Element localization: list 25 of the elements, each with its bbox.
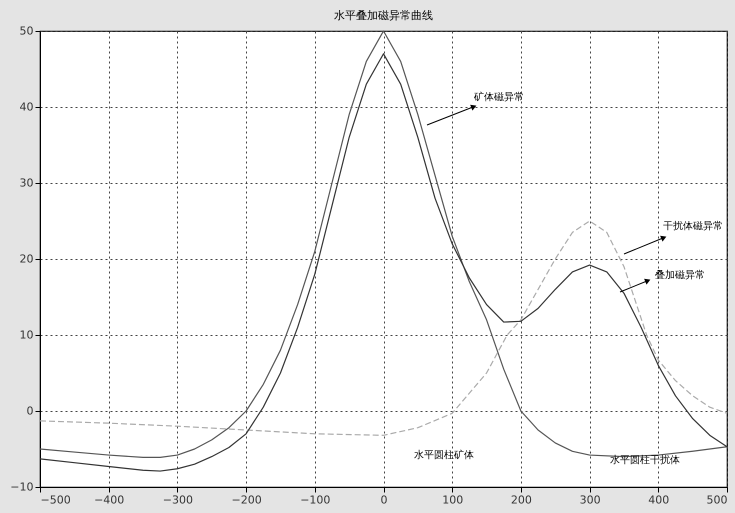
annotation: 干扰体磁异常 xyxy=(663,220,723,232)
annotation: 水平圆柱干扰体 xyxy=(610,454,680,466)
y-tick-label: 10 xyxy=(20,328,34,342)
x-tick-label: 400 xyxy=(648,494,670,506)
y-tick-label: 50 xyxy=(20,24,34,38)
y-tick-label: 20 xyxy=(20,252,34,266)
y-tick-label: 30 xyxy=(20,176,34,190)
annotation: 水平圆柱矿体 xyxy=(414,449,474,461)
x-tick-label: −100 xyxy=(300,494,330,506)
annotation: 叠加磁异常 xyxy=(655,269,705,281)
y-tick-label: 0 xyxy=(26,404,34,418)
y-tick-label: −10 xyxy=(10,480,34,494)
x-tick-label: 500 xyxy=(706,494,728,506)
x-tick-label: 200 xyxy=(510,494,532,506)
line-series xyxy=(39,220,728,436)
x-tick-label: −300 xyxy=(162,494,194,506)
x-tick-label: 0 xyxy=(380,494,388,506)
x-tick-label: −500 xyxy=(40,494,71,506)
chart-title: 水平叠加磁异常曲线 xyxy=(334,9,433,22)
x-tick-label: 300 xyxy=(580,494,601,506)
annotation: 矿体磁异常 xyxy=(473,91,524,103)
y-tick-label: 40 xyxy=(20,100,34,114)
x-tick-label: −400 xyxy=(94,494,124,506)
x-tick-label: 100 xyxy=(442,494,464,506)
x-tick-label: −200 xyxy=(231,494,262,506)
